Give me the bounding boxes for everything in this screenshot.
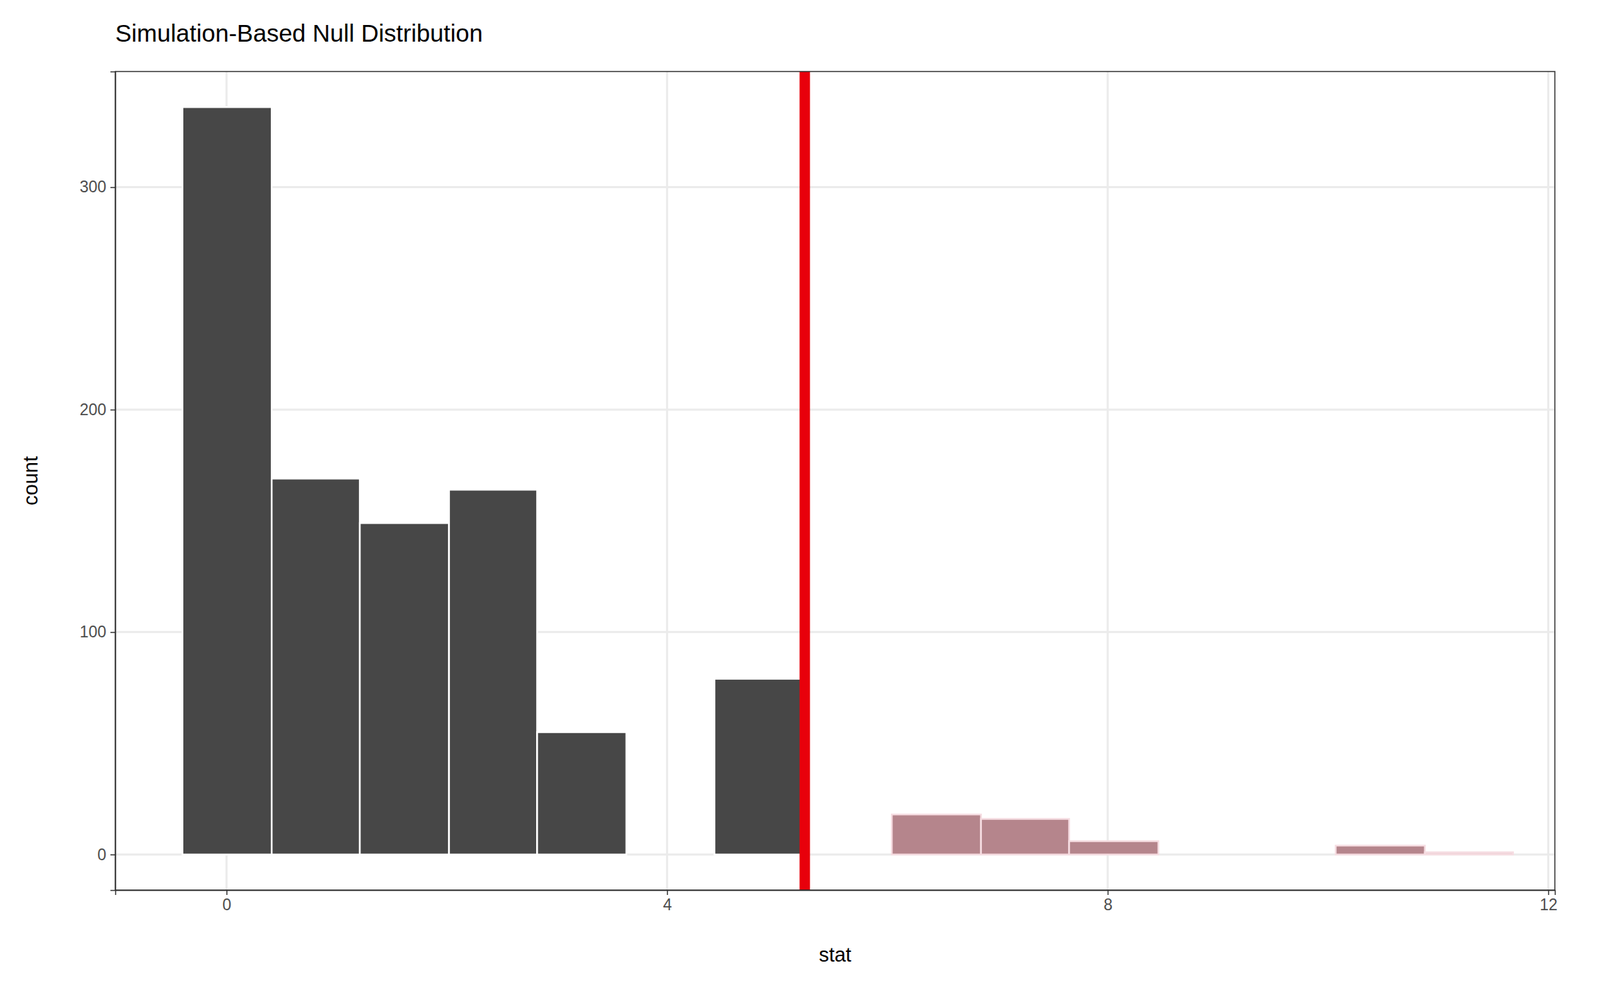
histogram-bar (449, 489, 538, 855)
histogram-bar (182, 106, 272, 855)
y-axis-line (110, 72, 116, 891)
tick-label: 200 (79, 400, 107, 419)
x-axis-title: stat (818, 943, 852, 966)
x-axis-line (115, 890, 1556, 896)
chart: 0 4 8 12 0 100 200 300 Simulation-Based Null Dis… (0, 0, 1600, 988)
tick-mark (110, 854, 116, 856)
tick-label: 12 (1539, 895, 1558, 914)
histogram-bar (981, 818, 1070, 855)
y-axis-title: count (19, 456, 42, 506)
tick-mark (110, 186, 116, 189)
histogram-bar (1069, 841, 1159, 855)
tick-mark (1107, 890, 1110, 896)
x-axis: 0 4 8 12 (115, 890, 1558, 914)
grid (115, 71, 1555, 891)
histogram-bar (626, 853, 715, 856)
tick: 12 (1539, 890, 1558, 914)
y-axis: 0 100 200 300 (79, 72, 116, 891)
tick: 0 (222, 890, 232, 914)
histogram-bar (271, 478, 360, 855)
plot-area: 0 4 8 12 0 100 200 300 (79, 71, 1558, 914)
title: Simulation-Based Null Distribution (115, 19, 483, 47)
tick-mark (226, 890, 228, 896)
tick-mark (1547, 890, 1550, 896)
x-grid-line (1106, 71, 1110, 891)
x-grid-line (1547, 71, 1550, 891)
panel-background (115, 71, 1555, 891)
histogram-bar (714, 679, 804, 855)
panel-border (115, 71, 1555, 891)
histogram-bar (1158, 853, 1248, 856)
tick-mark (110, 631, 116, 634)
tick: 200 (79, 400, 116, 419)
histogram-bar (536, 732, 626, 855)
tick: 100 (79, 622, 116, 641)
tick-label: 0 (97, 845, 107, 864)
histogram-bar (891, 814, 981, 855)
tick-label: 300 (79, 177, 107, 196)
tick-label: 0 (222, 895, 232, 914)
histogram-bar (1247, 853, 1336, 856)
tick-mark (110, 409, 116, 412)
tick-label: 8 (1103, 895, 1113, 914)
tick-label: 4 (663, 895, 673, 914)
y-grid-line (115, 408, 1555, 411)
tick: 8 (1103, 890, 1113, 914)
tick: 4 (663, 890, 673, 914)
histogram-bar (1425, 852, 1514, 855)
tick-mark (666, 890, 669, 896)
histogram-bar (359, 522, 449, 855)
x-grid-line (665, 71, 669, 891)
histogram-bar (1335, 845, 1425, 855)
marks (182, 71, 1514, 891)
observed-stat-line (799, 71, 810, 891)
y-grid-line (115, 186, 1555, 189)
tick: 0 (97, 845, 116, 864)
tick-label: 100 (79, 622, 107, 641)
histogram-bar (803, 853, 892, 856)
tick: 300 (79, 177, 116, 196)
